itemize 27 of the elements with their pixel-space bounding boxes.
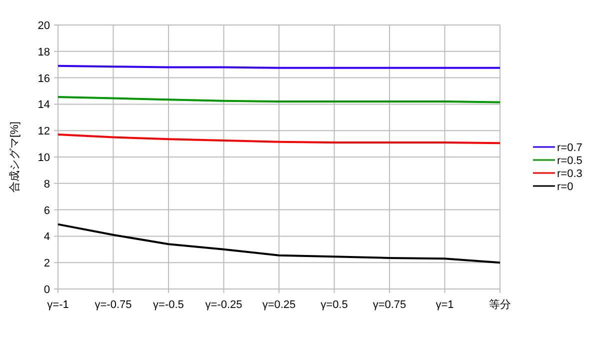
y-tick-label: 14 xyxy=(38,99,50,112)
x-tick-label: γ=-0.75 xyxy=(94,299,132,311)
legend-label: r=0.7 xyxy=(557,142,582,154)
x-tick-label: γ=1 xyxy=(436,299,454,311)
y-tick-label: 0 xyxy=(44,284,50,296)
line-series xyxy=(57,134,501,144)
x-tick-label: γ=0.25 xyxy=(262,299,296,311)
y-tick-label: 8 xyxy=(44,178,50,190)
y-tick-label: 20 xyxy=(38,20,50,32)
y-tick-label: 2 xyxy=(44,258,50,270)
y-axis-title: 合成シグマ[%] xyxy=(8,122,21,192)
x-tick-label: γ=0.75 xyxy=(372,299,406,311)
x-tick-label: γ=-0.25 xyxy=(205,299,242,311)
y-tick-label: 6 xyxy=(44,204,50,217)
x-tick-label: γ=0.5 xyxy=(320,299,348,311)
y-tick-label: 10 xyxy=(38,152,50,164)
x-tick-label: 等分 xyxy=(489,299,511,311)
y-tick-label: 18 xyxy=(38,46,50,58)
legend-label: r=0.5 xyxy=(557,155,582,167)
y-tick-label: 12 xyxy=(38,126,50,138)
x-tick-label: γ=-1 xyxy=(47,299,69,311)
legend-label: r=0 xyxy=(557,181,574,193)
legend-label: r=0.3 xyxy=(557,168,582,180)
y-tick-label: 16 xyxy=(38,72,50,85)
y-tick-label: 4 xyxy=(44,231,50,244)
line-series xyxy=(57,223,501,264)
x-tick-label: γ=-0.5 xyxy=(153,299,184,311)
